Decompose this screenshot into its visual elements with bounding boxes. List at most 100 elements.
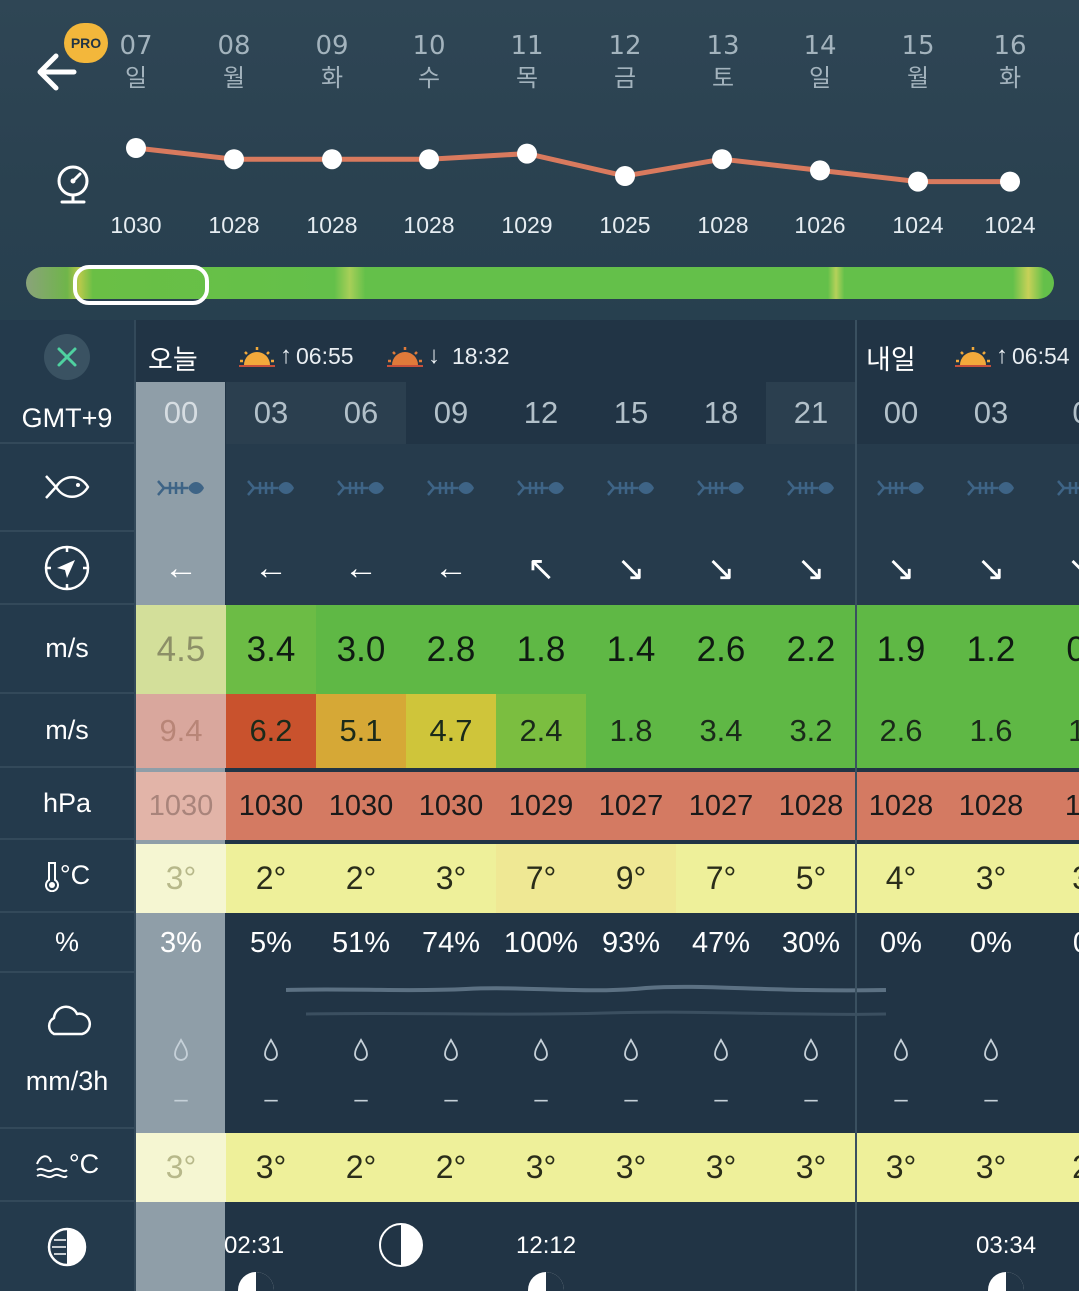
hour-cell: 18 xyxy=(676,382,766,444)
pressure-day-value: 1028 xyxy=(697,212,749,238)
wind-speed-cell: 2.6 xyxy=(676,605,766,694)
compass-icon xyxy=(44,545,90,590)
wind-speed-cell: 1.4 xyxy=(586,605,676,694)
moon-half-icon xyxy=(379,1223,423,1267)
thermometer-icon xyxy=(44,861,59,892)
timeline-window-handle[interactable] xyxy=(73,265,209,305)
pressure-row: 1030 1030 1030 1030 1029 1027 1027 1028 1028 1028… xyxy=(136,772,1079,840)
fish-cell xyxy=(676,444,766,532)
sunrise-time: 06:54 xyxy=(1012,342,1070,369)
close-button[interactable] xyxy=(44,334,90,380)
pressure-day-value: 1024 xyxy=(892,212,944,238)
precipitation-row: – – – – – – – – – – xyxy=(136,973,1079,1129)
pressure-cell: 1027 xyxy=(676,772,766,840)
fish-cell xyxy=(496,444,586,532)
pressure-day-value: 1024 xyxy=(984,212,1036,238)
pressure-day-value: 1029 xyxy=(501,212,553,238)
temperature-cell: 5° xyxy=(766,844,856,913)
temperature-cell: 4° xyxy=(856,844,946,913)
hour-cell: 00 xyxy=(856,382,946,444)
barometer-icon xyxy=(57,165,89,204)
cloud-cover-wave xyxy=(286,984,886,1016)
moonrise-time: 12:12 xyxy=(516,1232,577,1259)
pressure-day-value: 1025 xyxy=(599,212,651,238)
wind-speed-label: m/s xyxy=(0,605,134,694)
pressure-cell: 1030 xyxy=(316,772,406,840)
sunset-time: 18:32 xyxy=(452,342,510,369)
fish-cell xyxy=(856,444,946,532)
precipitation-cell: – xyxy=(496,973,586,1129)
close-icon xyxy=(57,347,77,367)
pressure-day-value: 1026 xyxy=(794,212,846,238)
moon-row: 02:31 12:12 03:34 xyxy=(136,1202,1079,1291)
arrow-up-icon: ↑ xyxy=(280,342,292,369)
day-tab[interactable]: 12 금 xyxy=(585,30,665,94)
hour-cell: 12 xyxy=(496,382,586,444)
humidity-cell: 0% xyxy=(880,926,922,959)
precipitation-cell: – xyxy=(136,973,226,1129)
wind-direction-cell: ← xyxy=(226,532,316,605)
day-tab[interactable]: 08 월 xyxy=(194,30,274,94)
fish-bone-icon xyxy=(157,480,204,496)
humidity-cell: 0 xyxy=(1036,913,1079,973)
day-divider xyxy=(855,382,857,1291)
cloud-icon xyxy=(47,1005,91,1035)
moon-phase-icon xyxy=(47,1227,87,1266)
day-tab[interactable]: 09 화 xyxy=(292,30,372,94)
sunset-icon xyxy=(387,347,423,367)
temperature-cell: 9° xyxy=(586,844,676,913)
wind-speed-cell: 1.8 xyxy=(496,605,586,694)
wind-speed-cell: 4.5 xyxy=(136,605,226,694)
sunrise-icon xyxy=(955,347,991,367)
precipitation-cell: – xyxy=(316,973,406,1129)
day-number: 08 xyxy=(217,31,251,61)
humidity-cell: 3% xyxy=(160,926,202,959)
wind-speed-row: 4.53.43.02.81.81.42.62.21.91.20. xyxy=(136,605,1079,694)
day-tab[interactable]: 14 일 xyxy=(780,30,860,94)
tomorrow-label: 내일 xyxy=(866,345,916,376)
day-tab[interactable]: 07 일 xyxy=(96,30,176,94)
temperature-cell: 3° xyxy=(406,844,496,913)
sunrise-icon xyxy=(239,347,275,367)
wind-gust-row: 9.46.25.14.72.41.83.43.22.61.61. xyxy=(136,694,1079,768)
hour-cell: 09 xyxy=(406,382,496,444)
fish-cell xyxy=(766,444,856,532)
fish-cell xyxy=(316,444,406,532)
precipitation-value: – xyxy=(354,1086,368,1113)
fish-cell xyxy=(586,444,676,532)
temperature-cell: 7° xyxy=(496,844,586,913)
day-tab[interactable]: 10 수 xyxy=(389,30,469,94)
day-weekday: 화 xyxy=(320,64,344,92)
raindrop-icon xyxy=(264,1038,278,1061)
fish-cell xyxy=(226,444,316,532)
day-tab[interactable]: 13 토 xyxy=(683,30,763,94)
forecast-grid[interactable]: 오늘 ↑ 06:55 ↓ 18:32 내일 ↑ 06:54 00 03 06 09 12… xyxy=(136,320,1079,1291)
water-temperature-cell: 2° xyxy=(406,1133,496,1202)
wind-gust-cell: 2.6 xyxy=(856,694,946,768)
fish-bone-icon xyxy=(1057,480,1079,496)
arrow-left-icon xyxy=(37,53,77,91)
day-tab[interactable]: 11 목 xyxy=(487,30,567,94)
day-number: 10 xyxy=(412,31,446,61)
pressure-day-value: 1028 xyxy=(306,212,358,238)
wind-gust-cell: 3.2 xyxy=(766,694,856,768)
precipitation-value: – xyxy=(264,1086,278,1113)
humidity-cell: 5% xyxy=(250,926,292,959)
pressure-point xyxy=(322,149,342,170)
precipitation-cell: – xyxy=(946,973,1036,1129)
day-tab[interactable]: 16 화 xyxy=(970,30,1050,94)
pressure-point xyxy=(908,171,928,192)
pressure-point xyxy=(419,149,439,170)
pressure-point xyxy=(224,149,244,170)
water-temperature-cell: 3° xyxy=(226,1133,316,1202)
back-button[interactable] xyxy=(30,48,86,96)
hour-cell: 0 xyxy=(1036,382,1079,444)
day-weekday: 화 xyxy=(998,64,1022,92)
moonset-time: 02:31 xyxy=(224,1232,285,1259)
day-weekday: 월 xyxy=(906,64,930,92)
pressure-point xyxy=(615,166,635,186)
day-tab[interactable]: 15 월 xyxy=(878,30,958,94)
humidity-cell: 0% xyxy=(970,926,1012,959)
wind-direction-cell: ↘ xyxy=(676,532,766,605)
temperature-row-label: °C xyxy=(0,840,134,913)
